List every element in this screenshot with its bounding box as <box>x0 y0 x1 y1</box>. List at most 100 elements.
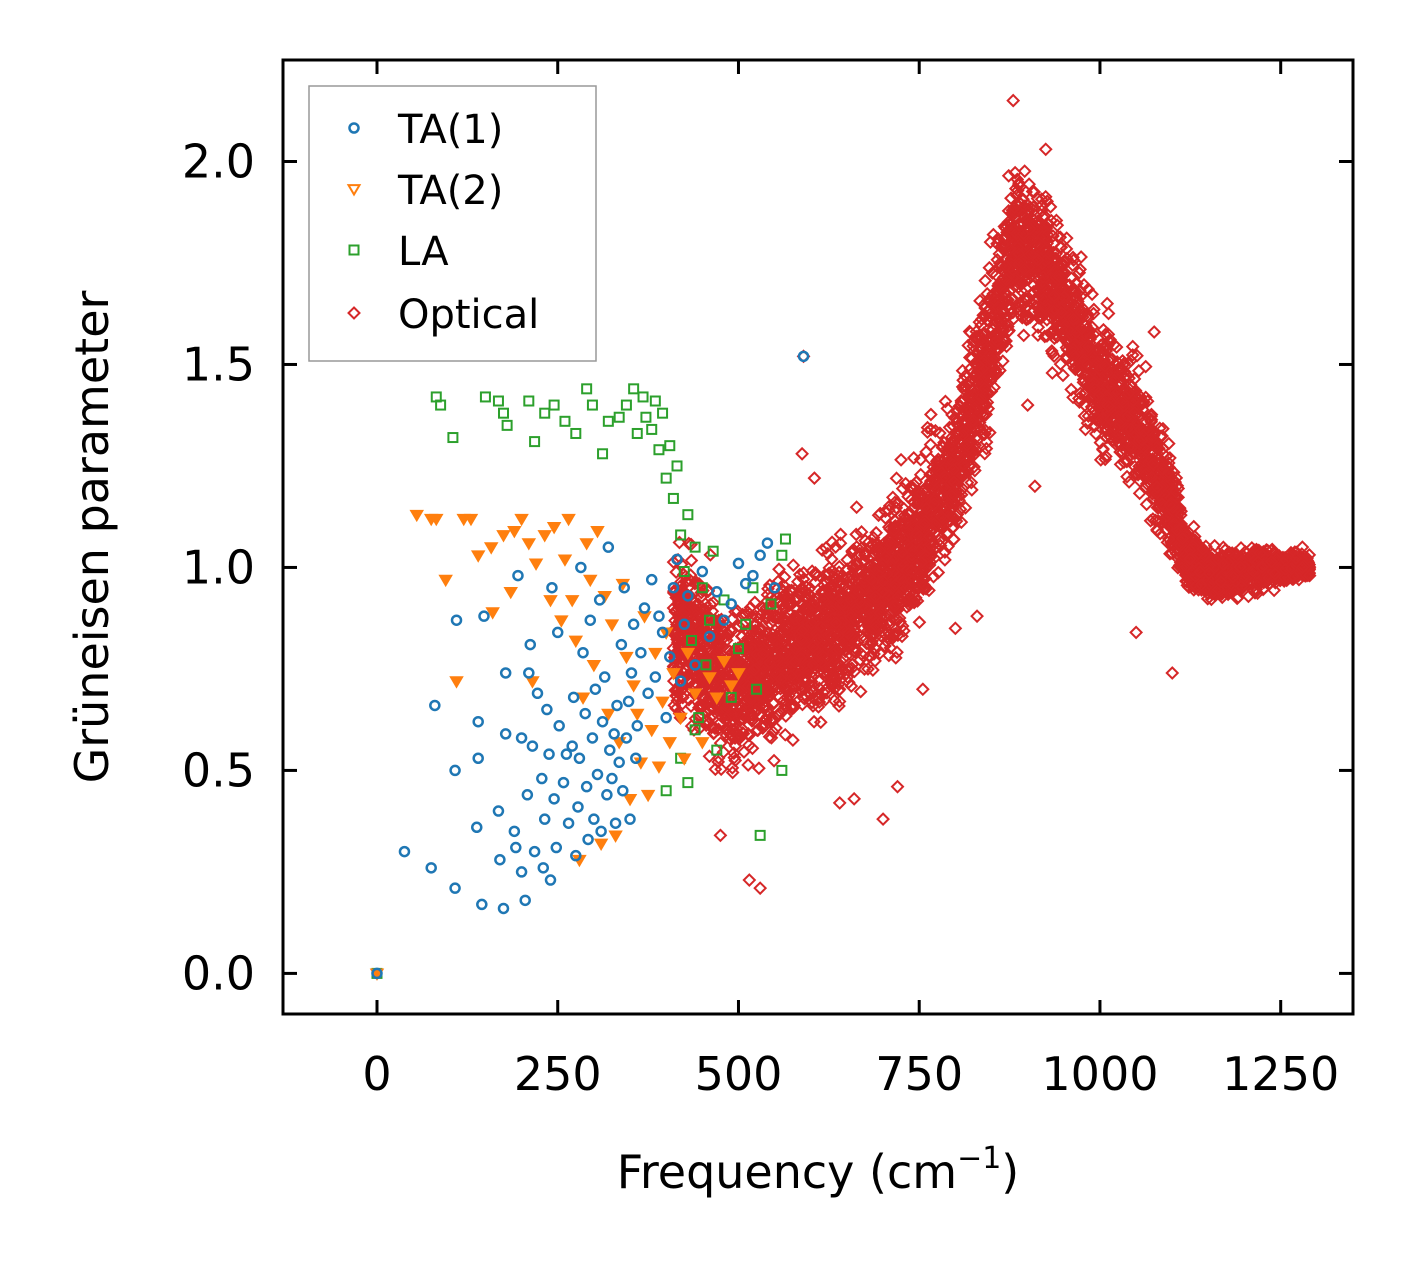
optical-point <box>979 435 994 449</box>
optical-point <box>1040 241 1055 256</box>
optical-point <box>1053 240 1068 255</box>
optical-point <box>727 750 742 765</box>
optical-point <box>1014 192 1029 207</box>
optical-point <box>981 401 996 416</box>
optical-point <box>1153 526 1168 541</box>
optical-point <box>777 570 792 584</box>
optical-point <box>1101 306 1116 321</box>
optical-point <box>1120 421 1135 436</box>
optical-point <box>966 388 981 403</box>
optical-point <box>708 762 723 777</box>
optical-point <box>832 657 847 672</box>
optical-point <box>899 600 914 614</box>
optical-point <box>962 389 977 403</box>
optical-point <box>1123 353 1138 368</box>
optical-point <box>993 315 1008 330</box>
optical-point <box>763 590 778 604</box>
optical-point <box>1039 329 1054 343</box>
optical-point <box>1081 282 1096 297</box>
optical-point <box>780 620 795 635</box>
optical-point <box>1011 280 1026 294</box>
optical-point <box>725 765 740 780</box>
optical-point <box>968 417 983 432</box>
optical-point <box>1012 253 1027 268</box>
optical-point <box>1031 328 1045 343</box>
optical-point <box>1113 457 1128 472</box>
optical-point <box>705 702 720 716</box>
optical-point <box>1001 324 1016 339</box>
optical-point <box>822 639 837 654</box>
optical-point <box>683 682 698 697</box>
optical-point <box>807 714 821 729</box>
optical-point <box>752 626 767 641</box>
optical-point <box>742 728 756 743</box>
optical-point <box>1073 386 1088 401</box>
optical-point <box>1226 570 1241 585</box>
optical-point <box>887 495 902 510</box>
optical-point <box>938 481 953 496</box>
optical-point <box>1031 320 1046 335</box>
optical-point <box>1050 329 1064 344</box>
optical-point <box>766 725 781 739</box>
optical-point <box>1168 484 1183 499</box>
optical-point <box>1175 531 1190 546</box>
optical-point <box>1230 591 1245 606</box>
optical-point <box>1066 312 1081 327</box>
optical-point <box>898 476 913 491</box>
optical-point <box>724 727 739 742</box>
optical-point <box>961 449 976 464</box>
optical-point <box>1101 327 1116 342</box>
optical-point <box>1180 578 1195 593</box>
optical-point <box>1016 328 1031 343</box>
optical-point <box>845 661 859 676</box>
optical-point <box>711 722 726 737</box>
optical-point <box>1166 465 1181 480</box>
optical-point <box>1165 500 1180 515</box>
optical-point <box>807 615 822 629</box>
optical-point <box>1103 412 1118 427</box>
optical-point <box>1161 465 1176 480</box>
optical-point <box>745 741 760 756</box>
optical-point <box>877 639 892 654</box>
optical-point <box>776 621 791 636</box>
optical-point <box>965 449 980 463</box>
optical-point <box>926 569 941 584</box>
optical-point <box>1093 452 1108 467</box>
optical-point <box>853 594 868 609</box>
optical-point <box>983 350 998 365</box>
optical-point <box>892 598 907 613</box>
optical-point <box>958 500 973 515</box>
optical-point <box>1071 391 1086 406</box>
optical-point <box>983 373 998 388</box>
optical-point <box>832 565 846 580</box>
optical-point <box>1143 432 1158 446</box>
optical-point <box>1097 341 1112 355</box>
optical-point <box>782 583 797 598</box>
optical-point <box>834 615 849 630</box>
optical-point <box>1059 340 1074 355</box>
optical-point <box>1053 357 1068 372</box>
optical-point <box>984 353 999 368</box>
optical-point <box>986 227 1001 242</box>
optical-point <box>974 372 989 387</box>
optical-point <box>917 517 932 532</box>
optical-point <box>988 364 1003 379</box>
optical-point <box>924 422 938 437</box>
optical-point <box>825 631 840 646</box>
optical-point <box>1132 486 1147 501</box>
optical-point <box>883 640 898 655</box>
optical-point <box>755 718 769 733</box>
optical-point <box>869 525 884 540</box>
optical-point <box>895 481 910 496</box>
optical-point <box>844 679 859 694</box>
optical-point <box>1234 541 1248 555</box>
optical-point <box>773 610 788 625</box>
optical-point <box>923 407 938 422</box>
optical-point <box>703 547 718 562</box>
optical-point <box>820 651 835 666</box>
optical-point <box>751 761 766 776</box>
optical-point <box>1008 181 1023 196</box>
optical-point <box>843 647 858 662</box>
optical-point <box>785 596 800 611</box>
